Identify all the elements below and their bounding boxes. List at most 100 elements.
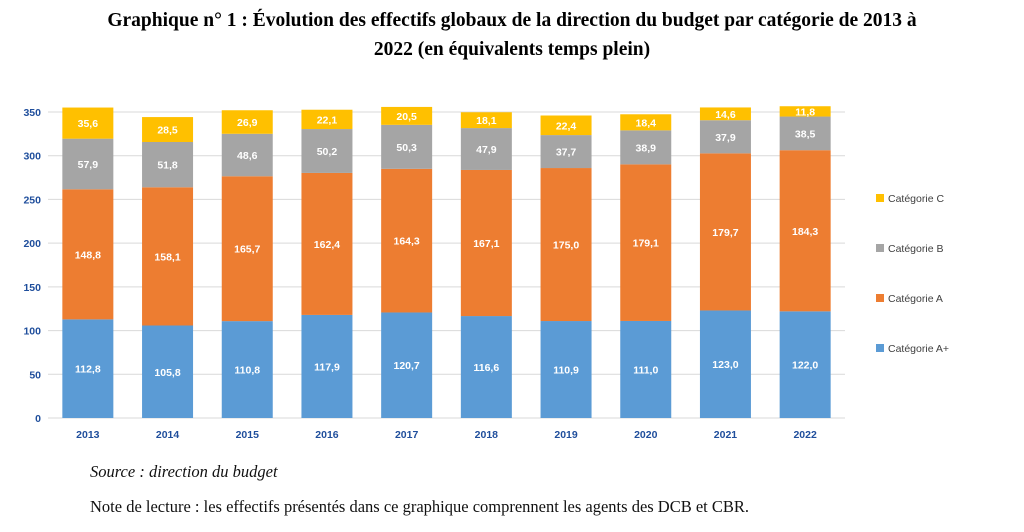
bar-segment (381, 106, 433, 125)
bar-segment (779, 106, 831, 117)
legend-label: Catégorie A (888, 293, 943, 305)
bars (62, 106, 831, 418)
y-tick-label: 350 (23, 107, 41, 119)
chart-title: Graphique n° 1 : Évolution des effectifs… (0, 6, 1024, 64)
x-tick-label: 2013 (76, 429, 100, 441)
data-label: 179,7 (712, 227, 738, 239)
legend-swatch (876, 244, 884, 252)
data-label: 117,9 (314, 361, 340, 373)
x-tick-label: 2021 (714, 429, 738, 441)
data-label: 22,1 (317, 114, 338, 126)
data-label: 184,3 (792, 226, 818, 238)
data-label: 112,8 (75, 364, 101, 376)
data-label: 57,9 (78, 159, 99, 171)
chart-title-line-1: Graphique n° 1 : Évolution des effectifs… (107, 10, 917, 31)
legend-label: Catégorie A+ (888, 343, 949, 355)
data-label: 14,6 (715, 109, 736, 121)
data-label: 148,8 (75, 249, 101, 261)
bar-segment (381, 124, 433, 169)
bar-segment (221, 321, 273, 418)
bar-segment (221, 110, 273, 134)
y-tick-label: 100 (23, 326, 41, 338)
legend: Catégorie C Catégorie B Catégorie A Catégor… (876, 193, 949, 355)
bar-segment (62, 189, 114, 320)
data-label: 50,3 (396, 142, 417, 154)
legend-swatch (876, 294, 884, 302)
bar-segment (620, 320, 672, 418)
data-label: 37,9 (715, 132, 736, 144)
bar-segment (540, 321, 592, 418)
x-axis: 2013 2014 2015 2016 2017 2018 2019 2020 2021 2022 (76, 429, 817, 441)
y-tick-label: 50 (29, 369, 41, 381)
bar-segment (699, 153, 751, 311)
data-label: 22,4 (556, 120, 577, 132)
data-label: 120,7 (394, 360, 420, 372)
y-tick-label: 300 (23, 151, 41, 163)
x-tick-label: 2017 (395, 429, 419, 441)
data-label: 11,8 (795, 106, 815, 118)
bar-segment (62, 138, 114, 190)
legend-label: Catégorie C (888, 193, 944, 205)
x-tick-label: 2015 (236, 429, 260, 441)
data-label: 26,9 (237, 117, 258, 129)
data-label: 28,5 (157, 125, 178, 137)
bar-segment (460, 316, 512, 418)
data-label: 48,6 (237, 150, 258, 162)
x-tick-label: 2020 (634, 429, 658, 441)
y-tick-label: 250 (23, 194, 41, 206)
bar-segment (540, 135, 592, 169)
data-label: 51,8 (157, 160, 178, 172)
bar-segment (540, 115, 592, 136)
reading-note: Note de lecture : les effectifs présenté… (90, 497, 750, 516)
data-label: 167,1 (473, 238, 499, 250)
bar-segment (699, 310, 751, 418)
bar-segment (779, 116, 831, 151)
bar-segment (301, 172, 353, 315)
data-label: 47,9 (476, 144, 497, 156)
bar-segment (381, 168, 433, 313)
bar-segment (142, 141, 194, 188)
x-tick-label: 2016 (315, 429, 339, 441)
bar-segment (142, 187, 194, 326)
x-tick-label: 2018 (475, 429, 499, 441)
data-label: 116,6 (473, 362, 499, 374)
bar-segment (301, 314, 353, 418)
data-label: 20,5 (396, 111, 417, 123)
data-label: 110,9 (553, 365, 579, 377)
data-labels: 112,8 148,8 57,9 35,6 105,8 158,1 51,8 28,5 110,… (75, 106, 819, 378)
x-tick-label: 2019 (554, 429, 578, 441)
data-label: 105,8 (154, 367, 180, 379)
bar-segment (221, 133, 273, 177)
bar-segment (142, 117, 194, 142)
x-tick-label: 2014 (156, 429, 180, 441)
y-axis: 0 50 100 150 200 250 300 350 (23, 107, 41, 425)
data-label: 165,7 (234, 244, 260, 256)
chart-title-line-2: 2022 (en équivalents temps plein) (373, 39, 651, 60)
legend-swatch (876, 344, 884, 352)
data-label: 37,7 (556, 147, 577, 159)
data-label: 164,3 (394, 236, 420, 248)
legend-label: Catégorie B (888, 243, 943, 255)
data-label: 158,1 (154, 251, 180, 263)
data-label: 38,5 (795, 128, 816, 140)
bar-segment (620, 114, 672, 131)
y-tick-label: 150 (23, 282, 41, 294)
bar-segment (460, 128, 512, 170)
bar-segment (301, 129, 353, 173)
data-label: 35,6 (78, 118, 99, 130)
x-tick-label: 2022 (793, 429, 817, 441)
bar-segment (381, 312, 433, 418)
stacked-bar-chart: 0 50 100 150 200 250 300 350 112,8 148,8 57,9 35,6… (23, 106, 949, 441)
bar-segment (460, 169, 512, 317)
data-label: 110,8 (234, 365, 260, 377)
bar-segment (699, 120, 751, 154)
bar-segment (540, 168, 592, 322)
bar-segment (62, 107, 114, 139)
bar-segment (779, 311, 831, 418)
bar-segment (460, 112, 512, 129)
data-label: 123,0 (712, 359, 738, 371)
data-label: 111,0 (633, 364, 658, 376)
data-label: 179,1 (633, 238, 659, 250)
bar-segment (142, 325, 194, 418)
legend-swatch (876, 194, 884, 202)
